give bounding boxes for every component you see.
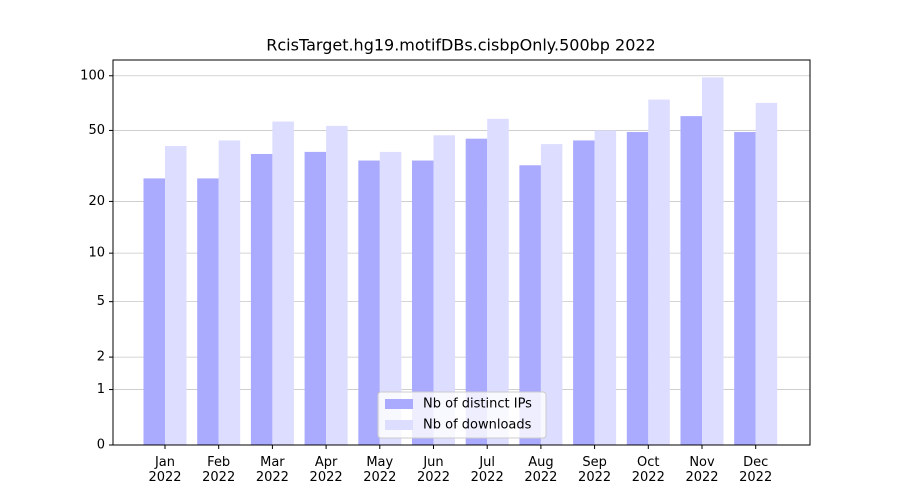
y-tick-label: 20 <box>88 194 105 209</box>
x-tick-label: Aug 2022 <box>524 455 557 485</box>
bar <box>412 160 434 445</box>
x-tick-label: Oct 2022 <box>632 455 665 485</box>
bar <box>487 118 509 445</box>
bar <box>165 145 187 446</box>
bar <box>197 178 219 445</box>
bar <box>304 151 327 445</box>
chart-title: RcisTarget.hg19.motifDBs.cisbpOnly.500bp… <box>266 36 655 55</box>
legend-label: Nb of downloads <box>423 418 532 433</box>
bar <box>143 178 165 445</box>
y-tick-label: 10 <box>88 246 105 261</box>
bar <box>250 153 273 446</box>
bar <box>648 99 670 445</box>
bar <box>680 116 702 445</box>
bar <box>326 125 348 445</box>
y-tick-label: 1 <box>97 382 105 397</box>
bar <box>272 121 294 446</box>
x-tick-label: Apr 2022 <box>310 455 343 485</box>
x-tick-label: Mar 2022 <box>256 455 289 485</box>
x-tick-label: Jun 2022 <box>417 455 450 485</box>
x-tick-label: Nov 2022 <box>685 455 718 485</box>
y-tick-label: 50 <box>88 123 105 138</box>
x-tick-label: Dec 2022 <box>739 455 772 485</box>
bar <box>626 132 649 445</box>
x-tick-label: Jul 2022 <box>471 455 504 485</box>
x-tick-label: Jan 2022 <box>148 455 181 485</box>
bar <box>465 138 488 445</box>
x-tick-label: Sep 2022 <box>578 455 611 485</box>
legend-label: Nb of distinct IPs <box>423 397 532 412</box>
bar <box>218 140 241 445</box>
legend-swatch <box>385 420 413 430</box>
bar <box>433 135 455 445</box>
legend-swatch <box>385 399 413 409</box>
x-tick-label: May 2022 <box>363 455 396 485</box>
bar <box>519 165 541 445</box>
bar <box>573 140 595 445</box>
y-tick-label: 0 <box>97 438 105 453</box>
plot-frame <box>112 59 811 446</box>
bar <box>702 77 724 445</box>
bar <box>734 132 756 445</box>
bar <box>379 151 402 445</box>
y-tick-label: 2 <box>97 350 105 365</box>
bar <box>755 102 778 445</box>
y-tick-label: 5 <box>97 294 105 309</box>
bar <box>540 144 563 445</box>
y-tick-label: 100 <box>80 68 105 83</box>
legend-box <box>377 391 547 439</box>
bar <box>358 160 380 445</box>
bar <box>594 130 617 445</box>
x-tick-label: Feb 2022 <box>202 455 235 485</box>
